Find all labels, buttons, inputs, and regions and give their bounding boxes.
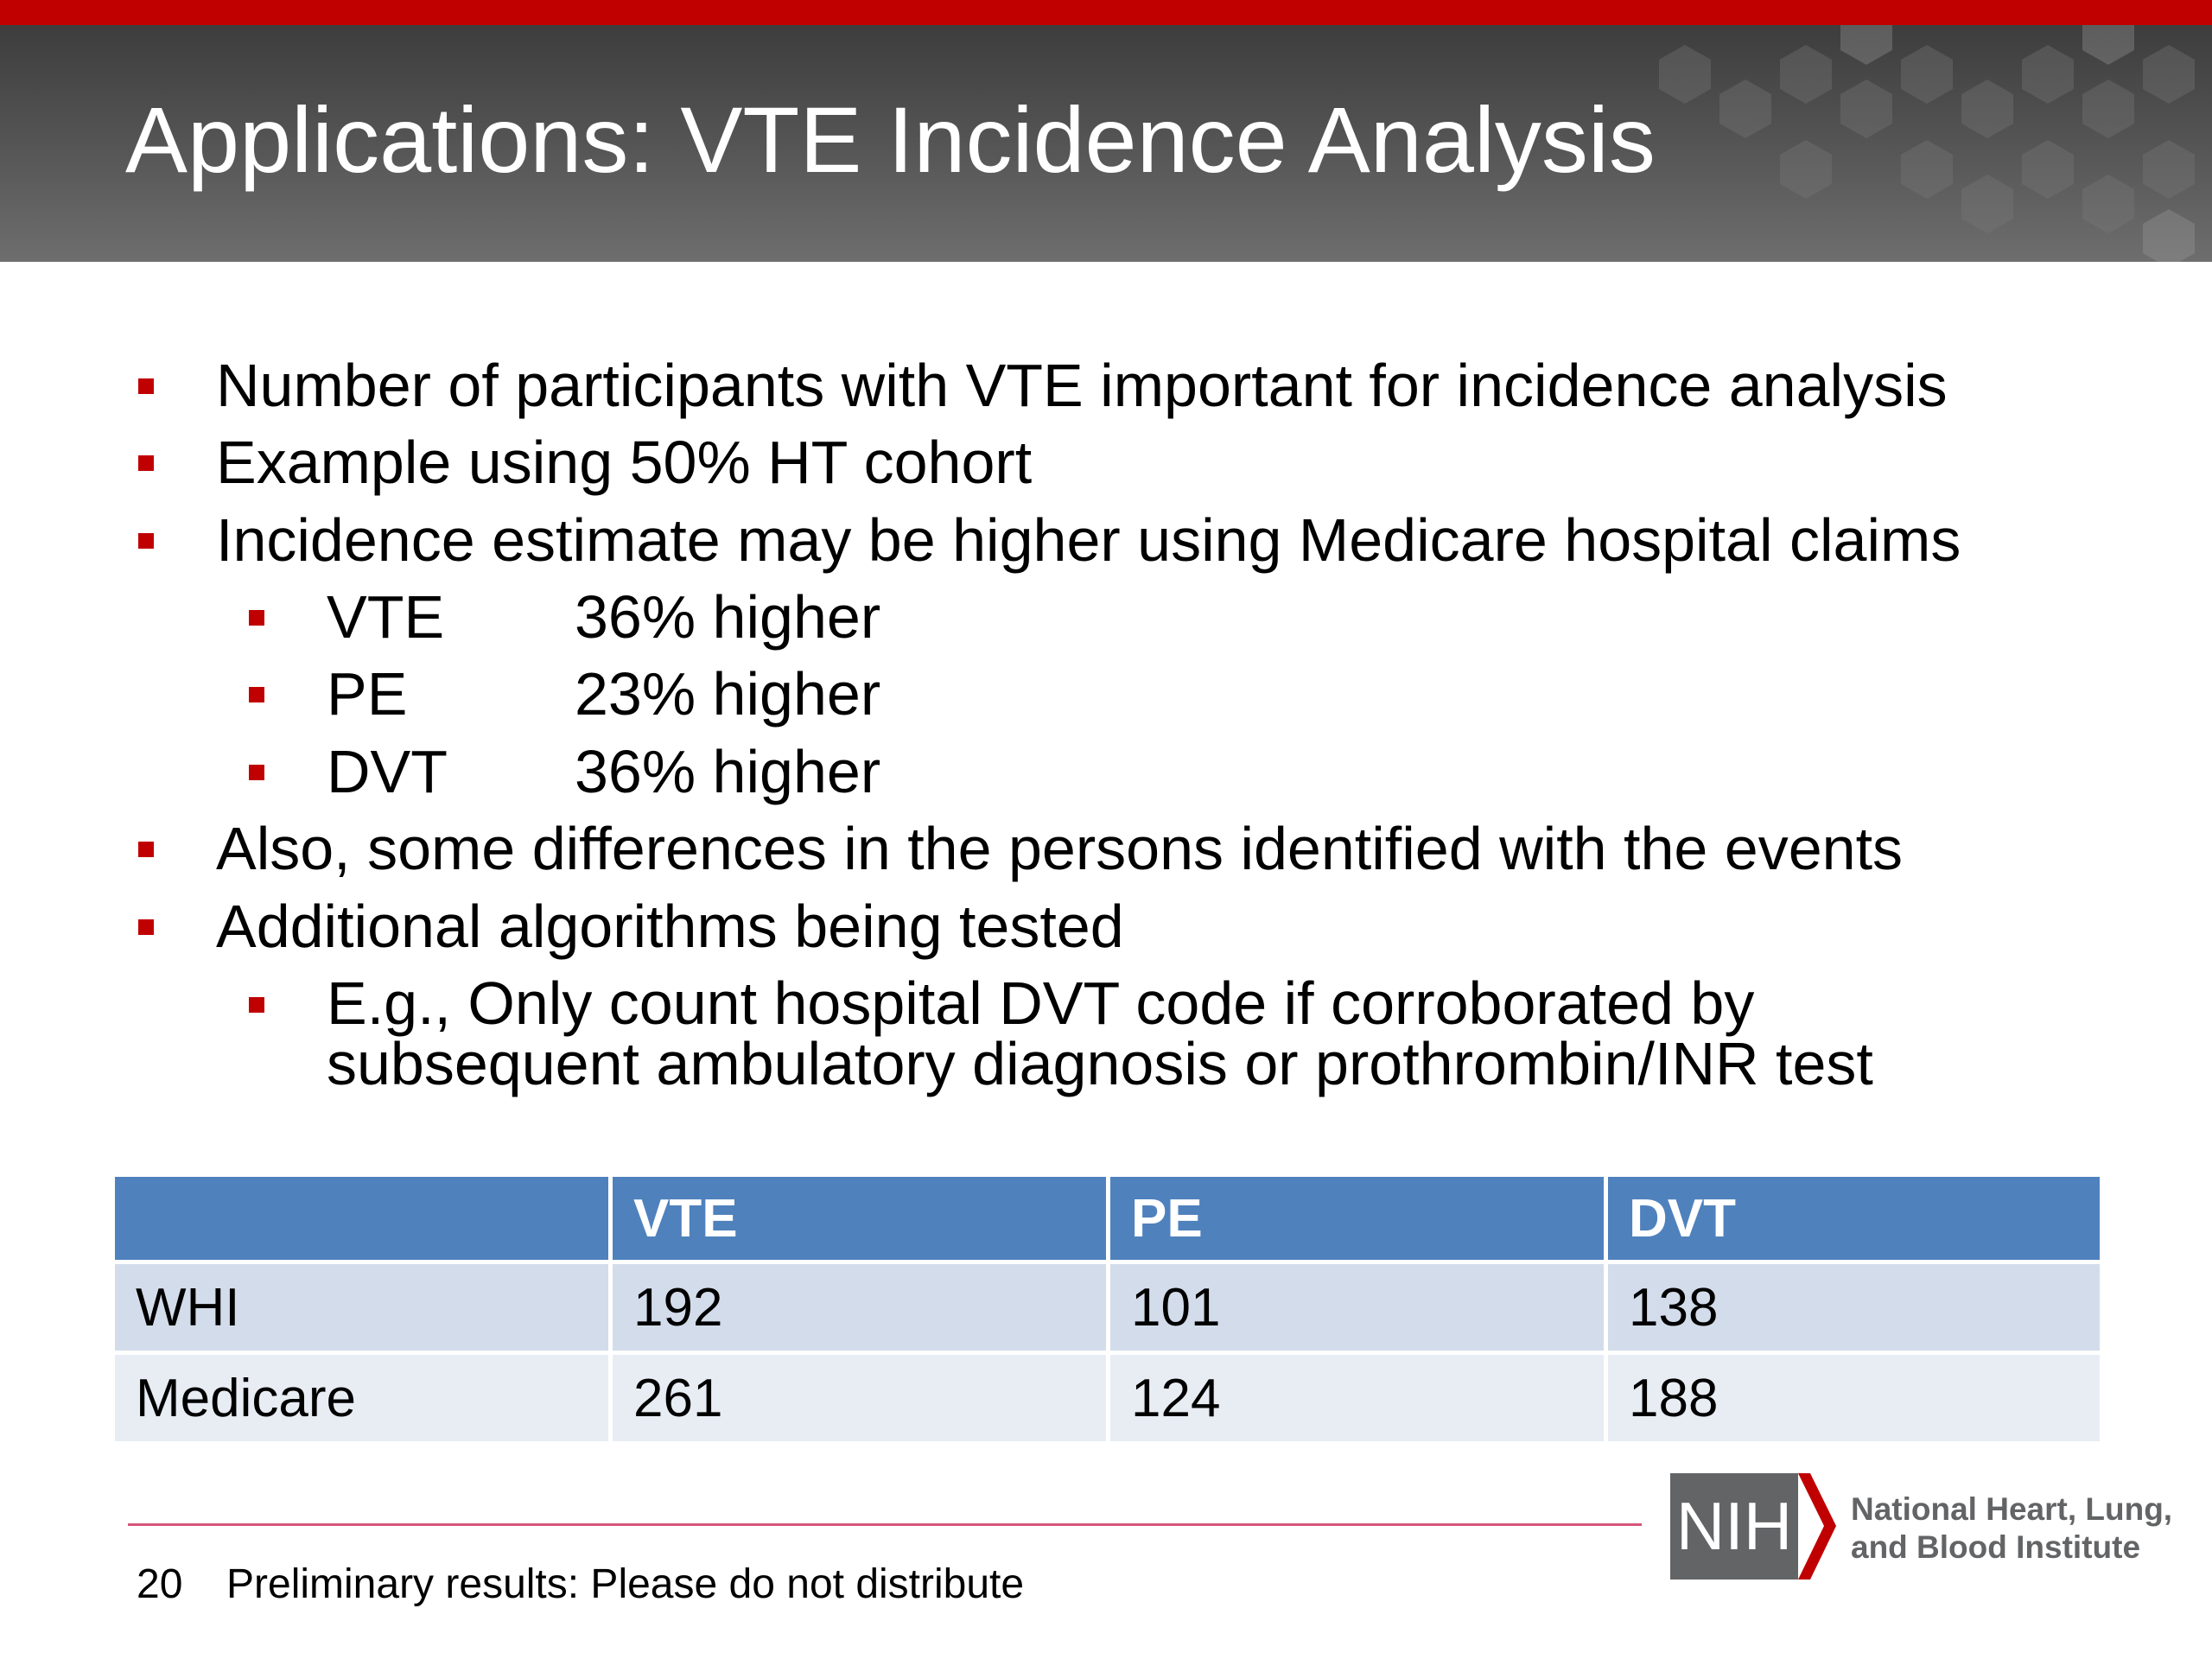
- nih-chevron-icon: [1798, 1473, 1836, 1580]
- title-band: Applications: VTE Incidence Analysis: [0, 25, 2212, 262]
- sub-bullet-text: E.g., Only count hospital DVT code if co…: [327, 969, 1873, 1097]
- table-header-cell: [111, 1173, 613, 1264]
- table-cell: 261: [608, 1351, 1110, 1446]
- bullet-square-icon: [138, 378, 154, 394]
- top-accent-bar: [0, 0, 2212, 25]
- bullet-text: Also, some differences in the persons id…: [216, 815, 1904, 882]
- table-cell: 138: [1604, 1260, 2104, 1355]
- table-cell: WHI: [111, 1260, 613, 1355]
- sub-bullet-label: PE: [327, 660, 408, 728]
- sub-bullet-item: VTE 36% higher: [249, 583, 880, 651]
- table-cell: 124: [1106, 1351, 1608, 1446]
- table-cell: 101: [1106, 1260, 1608, 1355]
- table-row: WHI 192 101 138: [111, 1260, 2104, 1355]
- bullet-item: Example using 50% HT cohort: [138, 429, 1033, 496]
- sub-bullet-value: 36% higher: [575, 738, 881, 805]
- page-number: 20: [137, 1561, 183, 1607]
- sub-bullet-item: PE 23% higher: [249, 660, 880, 728]
- sub-bullet-item: E.g., Only count hospital DVT code if co…: [249, 973, 2012, 1094]
- table-row: Medicare 261 124 188: [111, 1351, 2104, 1446]
- sub-bullet-value: 36% higher: [575, 583, 881, 651]
- institute-name-line2: and Blood Institute: [1851, 1529, 2141, 1565]
- bullet-square-icon: [138, 533, 154, 549]
- bullet-square-icon: [249, 765, 264, 780]
- sub-bullet-label: DVT: [327, 738, 448, 805]
- bullet-item: Number of participants with VTE importan…: [138, 352, 1948, 419]
- bullet-square-icon: [249, 687, 264, 702]
- bullet-text: Additional algorithms being tested: [216, 893, 1124, 960]
- bullet-text: Number of participants with VTE importan…: [216, 352, 1948, 419]
- bullet-item: Incidence estimate may be higher using M…: [138, 506, 1961, 574]
- bullet-square-icon: [138, 842, 154, 857]
- footer-divider: [128, 1523, 1642, 1526]
- table-header-cell: PE: [1106, 1173, 1608, 1264]
- table-cell: 192: [608, 1260, 1110, 1355]
- hexagon-pattern-decoration: [1659, 25, 2195, 262]
- incidence-table: VTE PE DVT WHI 192 101 138 Medicare 261 …: [111, 1173, 2104, 1446]
- bullet-square-icon: [138, 455, 154, 471]
- bullet-text: Example using 50% HT cohort: [216, 429, 1033, 496]
- slide-title: Applications: VTE Incidence Analysis: [125, 87, 1656, 192]
- bullet-square-icon: [249, 610, 264, 626]
- bullet-text: Incidence estimate may be higher using M…: [216, 506, 1961, 574]
- bullet-item: Also, some differences in the persons id…: [138, 815, 1904, 882]
- bullet-square-icon: [249, 997, 264, 1013]
- table-header-cell: VTE: [608, 1173, 1110, 1264]
- table-header-row: VTE PE DVT: [111, 1173, 2104, 1264]
- institute-name-line1: National Heart, Lung,: [1851, 1491, 2173, 1527]
- table-header-cell: DVT: [1604, 1173, 2104, 1264]
- sub-bullet-item: DVT 36% higher: [249, 738, 880, 805]
- bullet-square-icon: [138, 919, 154, 935]
- footer-note: Preliminary results: Please do not distr…: [226, 1561, 1025, 1607]
- nih-logo-mark: NIH: [1670, 1473, 1798, 1580]
- table-cell: 188: [1604, 1351, 2104, 1446]
- sub-bullet-label: VTE: [327, 583, 445, 651]
- bullet-item: Additional algorithms being tested: [138, 893, 1124, 960]
- table-cell: Medicare: [111, 1351, 613, 1446]
- sub-bullet-value: 23% higher: [575, 660, 881, 728]
